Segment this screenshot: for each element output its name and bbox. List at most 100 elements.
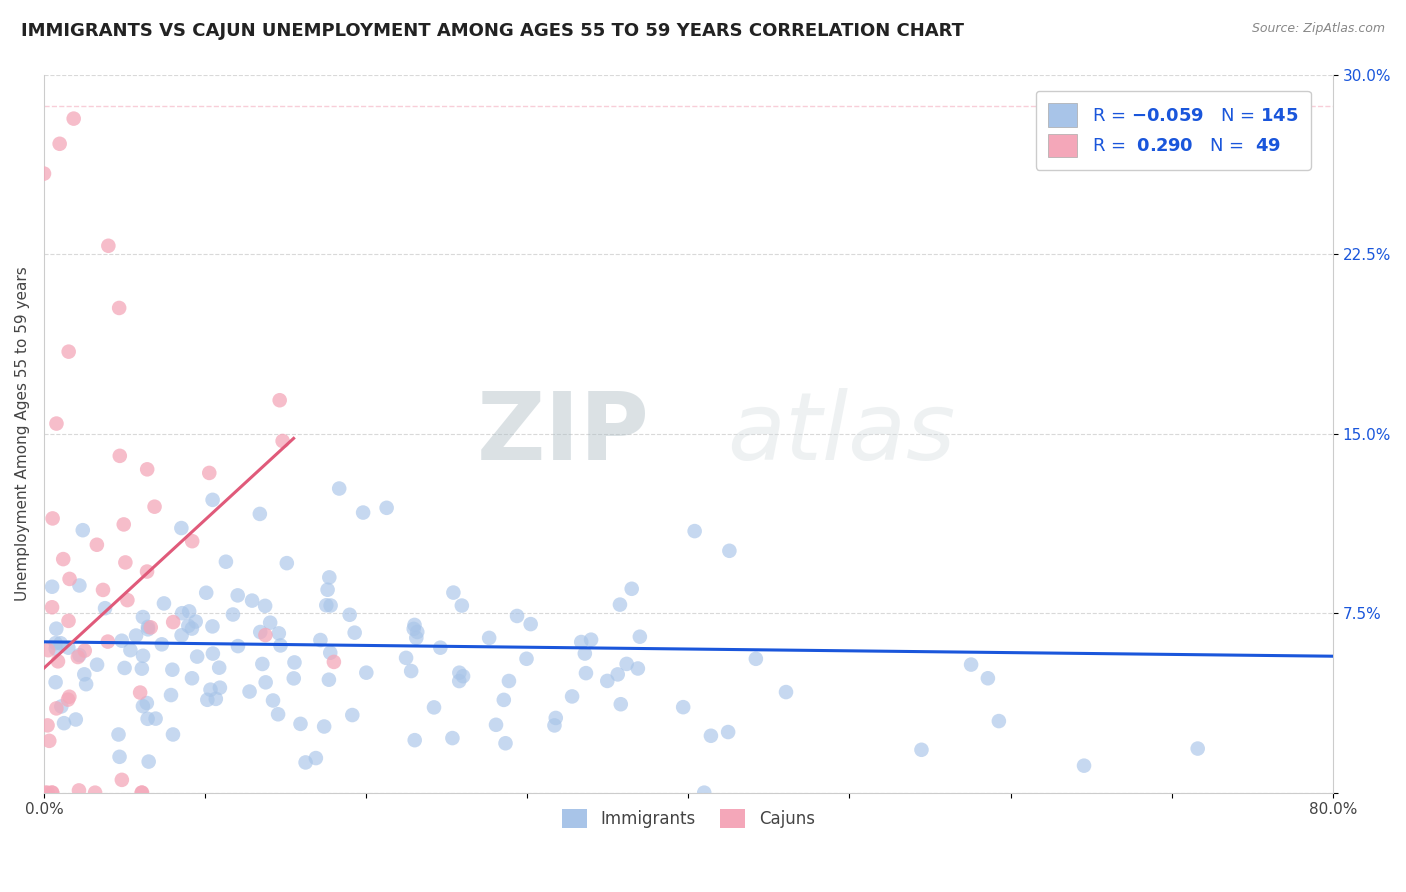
Point [201, 647, 224, 661]
Point [252, 657, 274, 671]
Point [322, 655, 344, 669]
Point [97, 634, 120, 648]
Point [45, 622, 67, 636]
Point [450, 599, 472, 613]
Point [276, 556, 298, 570]
Point [429, 640, 451, 655]
Point [319, 599, 342, 613]
Point [136, 712, 159, 726]
Point [575, 666, 598, 681]
Point [254, 628, 277, 642]
Point [181, 671, 204, 685]
Point [32, 167, 55, 181]
Point [37, 643, 59, 657]
Point [775, 685, 797, 699]
Point [41, 580, 63, 594]
Point [672, 700, 695, 714]
Point [49, 636, 72, 650]
Point [406, 624, 429, 639]
Point [179, 604, 201, 618]
Point [1073, 758, 1095, 772]
Point [131, 662, 153, 676]
Point [52, 552, 75, 566]
Point [356, 665, 378, 680]
Point [45, 641, 67, 656]
Point [267, 626, 290, 640]
Point [75, 677, 97, 691]
Point [125, 628, 148, 642]
Text: ZIP: ZIP [477, 388, 650, 480]
Point [315, 599, 337, 613]
Point [249, 507, 271, 521]
Point [97, 239, 120, 253]
Point [402, 622, 425, 636]
Point [66, 650, 89, 665]
Point [139, 620, 162, 634]
Point [170, 521, 193, 535]
Point [143, 500, 166, 514]
Point [131, 786, 153, 800]
Point [318, 673, 340, 687]
Point [153, 596, 176, 610]
Point [1187, 741, 1209, 756]
Point [574, 647, 596, 661]
Point [700, 729, 723, 743]
Point [45, 636, 67, 650]
Point [201, 492, 224, 507]
Point [180, 622, 202, 636]
Point [495, 736, 517, 750]
Point [606, 667, 628, 681]
Point [94, 601, 117, 615]
Point [441, 731, 464, 745]
Point [132, 648, 155, 663]
Point [56, 692, 79, 706]
Point [51, 699, 73, 714]
Legend: Immigrants, Cajuns: Immigrants, Cajuns [555, 802, 821, 835]
Point [129, 685, 152, 699]
Point [108, 749, 131, 764]
Point [290, 717, 312, 731]
Point [254, 675, 277, 690]
Point [41, 600, 63, 615]
Point [204, 691, 226, 706]
Point [37, 718, 59, 732]
Point [38, 734, 60, 748]
Point [249, 625, 271, 640]
Point [449, 674, 471, 689]
Point [73, 667, 96, 681]
Point [84, 786, 107, 800]
Point [283, 656, 305, 670]
Point [314, 719, 336, 733]
Point [506, 609, 529, 624]
Point [515, 652, 537, 666]
Point [395, 651, 418, 665]
Point [215, 555, 238, 569]
Point [91, 582, 114, 597]
Point [117, 593, 139, 607]
Point [111, 633, 134, 648]
Point [62, 112, 84, 126]
Text: atlas: atlas [727, 388, 955, 479]
Point [201, 619, 224, 633]
Point [73, 643, 96, 657]
Point [112, 517, 135, 532]
Point [616, 657, 638, 671]
Point [195, 586, 218, 600]
Point [960, 657, 983, 672]
Point [519, 617, 541, 632]
Text: IMMIGRANTS VS CAJUN UNEMPLOYMENT AMONG AGES 55 TO 59 YEARS CORRELATION CHART: IMMIGRANTS VS CAJUN UNEMPLOYMENT AMONG A… [21, 22, 965, 40]
Point [620, 582, 643, 596]
Point [375, 500, 398, 515]
Point [58, 614, 80, 628]
Point [627, 661, 650, 675]
Point [240, 593, 263, 607]
Point [399, 664, 422, 678]
Point [309, 633, 332, 648]
Point [58, 690, 80, 704]
Point [162, 727, 184, 741]
Point [404, 618, 426, 632]
Point [108, 301, 131, 315]
Point [195, 693, 218, 707]
Point [160, 688, 183, 702]
Point [226, 639, 249, 653]
